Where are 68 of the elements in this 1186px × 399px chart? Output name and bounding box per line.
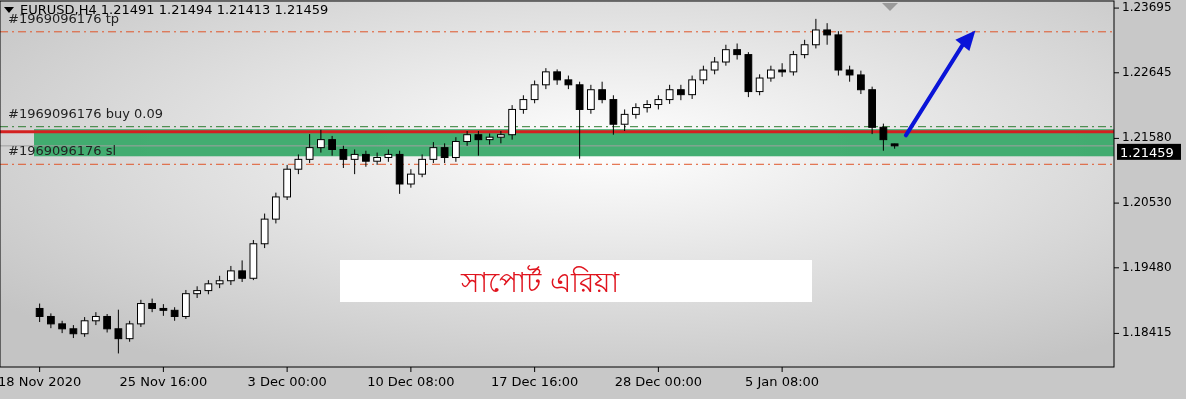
candlestick — [80, 316, 89, 338]
candlestick — [688, 75, 696, 100]
candlestick — [440, 142, 449, 164]
y-tick-label: 1.22645 — [1122, 64, 1172, 79]
candlestick — [823, 22, 831, 46]
candlestick — [272, 192, 280, 224]
candlestick — [103, 313, 111, 333]
candlestick — [519, 94, 528, 115]
x-tick-label: 17 Dec 16:00 — [490, 374, 579, 389]
x-tick-label: 5 Jan 08:00 — [745, 374, 820, 389]
candlestick — [362, 150, 370, 168]
candlestick — [632, 102, 640, 120]
candlestick — [587, 84, 595, 115]
candlestick — [800, 39, 809, 59]
candlestick — [429, 141, 438, 164]
candlestick — [755, 73, 764, 96]
candlestick — [452, 136, 460, 163]
candlestick — [238, 259, 246, 283]
candlestick — [857, 70, 865, 95]
candlestick — [193, 285, 201, 299]
candlestick — [92, 311, 100, 326]
ref-line-label: #1969096176 buy 0.09 — [8, 105, 163, 121]
candlestick — [643, 99, 651, 114]
x-tick-label: 28 Dec 00:00 — [614, 374, 703, 389]
candlestick — [812, 18, 820, 49]
x-tick-label: 10 Dec 08:00 — [367, 374, 455, 389]
y-tick-label: 1.23695 — [1122, 0, 1172, 15]
candlestick — [114, 309, 123, 354]
candlestick — [294, 153, 303, 175]
candlestick — [373, 152, 381, 166]
candlestick — [407, 168, 415, 189]
candlestick — [463, 130, 471, 147]
candlestick — [530, 79, 539, 104]
candlestick — [182, 289, 190, 320]
candlestick — [339, 145, 348, 169]
candlestick — [879, 123, 888, 152]
candlestick — [620, 108, 629, 132]
x-tick-label: 18 Nov 2020 — [0, 374, 82, 389]
candlestick — [699, 65, 708, 85]
ref-line-label: 1.21459 — [1120, 144, 1174, 160]
candlestick — [598, 81, 606, 104]
candlestick — [665, 84, 674, 105]
candlestick — [474, 130, 483, 157]
y-tick-label: 1.21580 — [1122, 130, 1172, 145]
candlestick — [722, 44, 730, 67]
candlestick — [35, 303, 44, 323]
candlestick — [328, 135, 336, 157]
candlestick — [497, 130, 505, 144]
candlestick — [125, 320, 134, 343]
candlestick — [148, 298, 156, 313]
candlestick — [227, 265, 235, 286]
candlestick — [418, 153, 426, 178]
y-tick-label: 1.18415 — [1122, 325, 1172, 340]
candlestick — [350, 148, 359, 175]
x-tick-label: 3 Dec 00:00 — [247, 374, 327, 389]
candlestick — [789, 50, 798, 77]
candlestick — [778, 62, 786, 78]
candlestick — [58, 320, 66, 334]
candlestick — [317, 129, 325, 154]
candlestick — [677, 84, 685, 101]
candlestick — [137, 299, 145, 328]
annotation: সাপোর্ট এরিয়া — [460, 265, 620, 299]
y-tick-label: 1.19480 — [1122, 259, 1172, 274]
candlestick — [542, 67, 550, 90]
candlestick — [305, 133, 314, 164]
candlestick — [733, 43, 741, 61]
y-tick-label: 1.20530 — [1122, 195, 1172, 210]
x-tick-label: 25 Nov 16:00 — [119, 374, 208, 389]
